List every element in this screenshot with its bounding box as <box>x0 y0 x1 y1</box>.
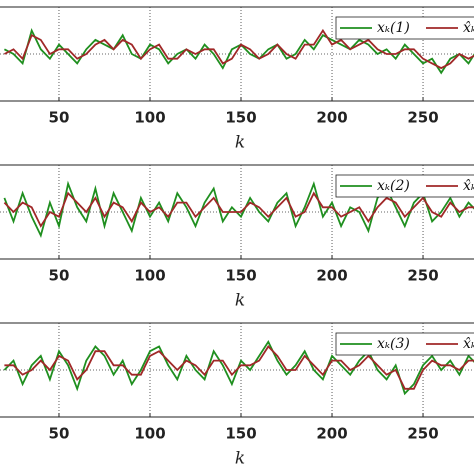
legend-label: x̂ₖ(2) <box>463 178 474 194</box>
x-tick-label: 50 <box>49 425 70 443</box>
data-line <box>3 191 474 228</box>
x-tick-label: 100 <box>134 425 165 443</box>
legend-label: xₖ(1) <box>377 20 410 36</box>
x-tick-label: 200 <box>316 267 347 285</box>
data-line <box>3 28 474 70</box>
x-tick-label: 200 <box>316 425 347 443</box>
x-tick-label: 100 <box>134 109 165 127</box>
x-tick-label: 250 <box>407 267 438 285</box>
legend-box <box>335 16 474 40</box>
legend-box <box>335 332 474 356</box>
x-tick-label: 250 <box>407 425 438 443</box>
legend-label: xₖ(2) <box>377 178 410 194</box>
x-tick-label: 100 <box>134 267 165 285</box>
x-tick-label: 250 <box>407 109 438 127</box>
x-tick-label: 50 <box>49 267 70 285</box>
legend-box <box>335 174 474 198</box>
x-tick-label: 50 <box>49 109 70 127</box>
x-axis-label: k <box>235 291 245 311</box>
x-axis-label: k <box>235 449 245 469</box>
data-line <box>3 180 474 239</box>
legend-label: xₖ(3) <box>377 336 410 352</box>
x-tick-label: 150 <box>225 425 256 443</box>
x-tick-label: 200 <box>316 109 347 127</box>
data-line <box>4 345 474 390</box>
legend-label: x̂ₖ(1) <box>463 20 474 36</box>
x-tick-label: 150 <box>225 267 256 285</box>
legend-label: x̂ₖ(3) <box>463 336 474 352</box>
x-axis-label: k <box>235 133 245 153</box>
x-tick-label: 150 <box>225 109 256 127</box>
